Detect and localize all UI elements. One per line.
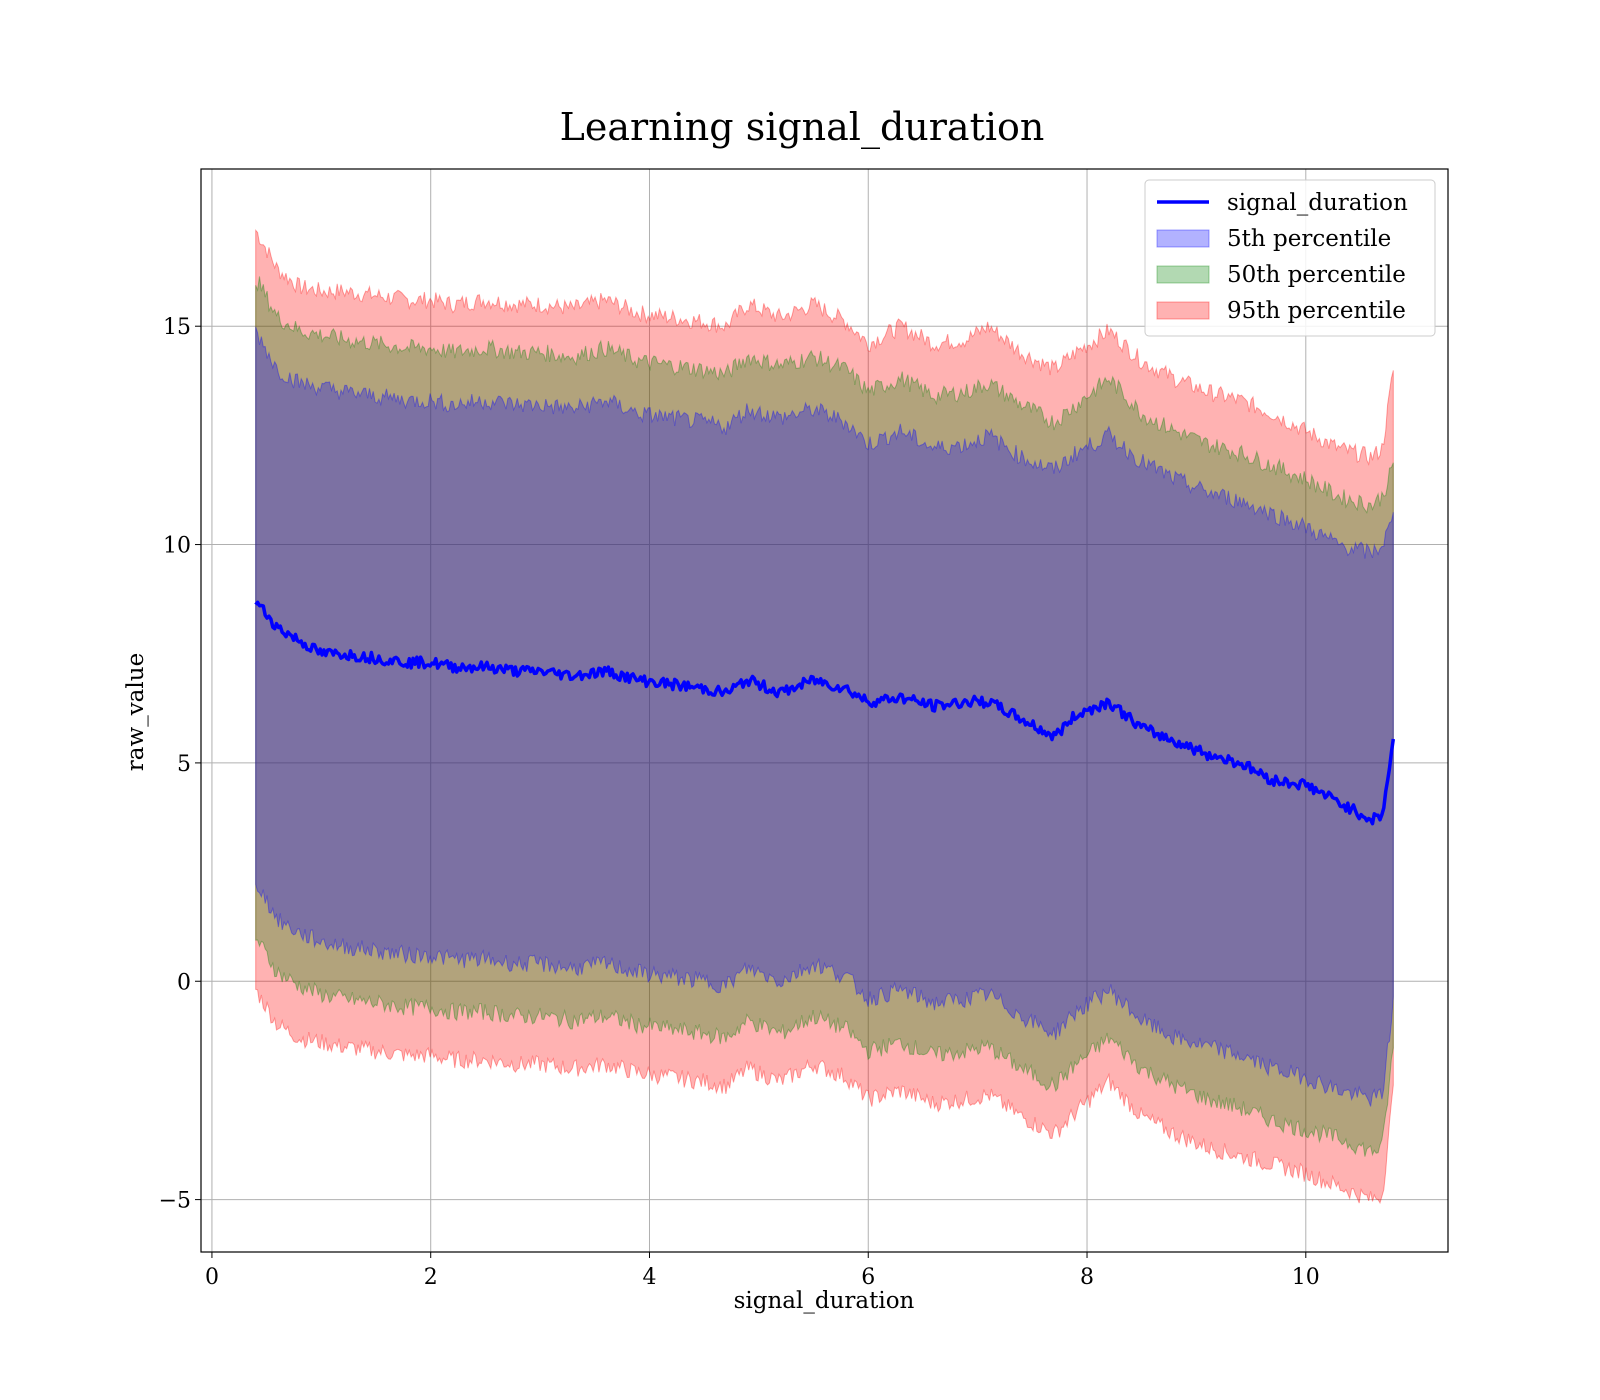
y-axis-label: raw_value xyxy=(123,653,149,771)
series-line-signal-duration xyxy=(254,600,1396,826)
legend: signal_duration 5th percentile 50th percen… xyxy=(1144,179,1436,337)
y-axis-ticks: −5 0 5 10 15 xyxy=(159,315,201,1214)
band-50th-percentile xyxy=(255,276,1394,1157)
y-tick-label: 5 xyxy=(177,752,191,777)
legend-swatch-5th-percentile xyxy=(1156,229,1210,248)
band-5th-percentile xyxy=(255,326,1394,1107)
x-tick-label: 8 xyxy=(1080,1265,1094,1290)
y-tick-label: 15 xyxy=(163,315,191,340)
x-axis-ticks: 0 2 4 6 8 10 xyxy=(205,1252,1320,1290)
x-tick-label: 4 xyxy=(642,1265,656,1290)
plot-frame xyxy=(200,168,1449,1253)
band-95th-percentile xyxy=(255,228,1394,1205)
legend-box xyxy=(1144,179,1436,337)
x-tick-label: 10 xyxy=(1292,1265,1320,1290)
y-tick-label: 10 xyxy=(163,534,191,559)
legend-label-95th-percentile: 95th percentile xyxy=(1227,298,1406,324)
percentile-bands xyxy=(255,228,1394,1205)
x-axis-label: signal_duration xyxy=(734,1288,915,1314)
legend-swatch-50th-percentile xyxy=(1156,265,1210,284)
legend-label-50th-percentile: 50th percentile xyxy=(1227,262,1406,288)
x-tick-label: 0 xyxy=(205,1265,219,1290)
chart-title: Learning signal_duration xyxy=(560,105,1045,150)
legend-swatch-95th-percentile xyxy=(1156,301,1210,320)
legend-label-signal-duration: signal_duration xyxy=(1227,190,1408,216)
y-tick-label: −5 xyxy=(159,1189,191,1214)
series-lines xyxy=(254,600,1396,826)
y-tick-label: 0 xyxy=(177,970,191,995)
x-tick-label: 2 xyxy=(424,1265,438,1290)
x-tick-label: 6 xyxy=(861,1265,875,1290)
legend-label-5th-percentile: 5th percentile xyxy=(1227,226,1391,252)
